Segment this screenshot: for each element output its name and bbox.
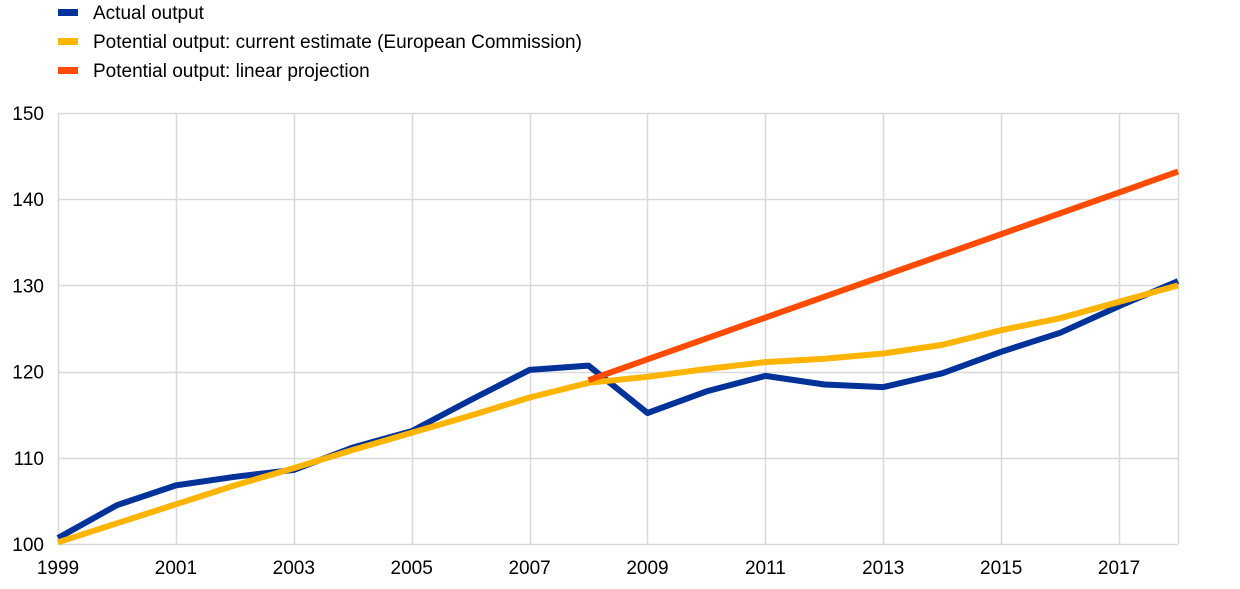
y-axis-tick-labels: 100 110 120 130 140 150 (12, 104, 44, 556)
series-line-potential-output-linear-projection (587, 168, 1180, 384)
y-tick-label-140: 140 (12, 190, 44, 211)
x-axis-tick-labels: 1999 2001 2003 2005 2007 2009 2011 2013 2015 2017 (37, 558, 1140, 579)
x-tick-label-2005: 2005 (391, 558, 433, 579)
x-tick-label-2007: 2007 (508, 558, 550, 579)
legend-swatch-actual-output (58, 9, 78, 16)
x-tick-label-2001: 2001 (155, 558, 197, 579)
horizontal-gridlines (58, 112, 1178, 546)
y-tick-label-130: 130 (12, 276, 44, 297)
x-tick-label-2003: 2003 (273, 558, 315, 579)
legend-swatch-potential-output-current-estimate (58, 38, 78, 45)
y-tick-label-150: 150 (12, 104, 44, 125)
y-tick-label-120: 120 (12, 363, 44, 384)
x-tick-label-1999: 1999 (37, 558, 79, 579)
vertical-gridlines (57, 113, 1180, 544)
legend-label-actual-output: Actual output (93, 3, 204, 24)
legend-swatch-potential-output-linear-projection (58, 67, 78, 74)
x-tick-label-2013: 2013 (862, 558, 904, 579)
legend-label-potential-output-linear-projection: Potential output: linear projection (93, 61, 370, 82)
series-line-potential-output-current-estimate-european-commission (57, 282, 1179, 546)
x-tick-label-2015: 2015 (980, 558, 1022, 579)
legend-label-potential-output-current-estimate: Potential output: current estimate (Euro… (93, 32, 582, 53)
series-line-actual-output (56, 278, 1180, 541)
x-tick-label-2009: 2009 (626, 558, 668, 579)
x-tick-label-2017: 2017 (1098, 558, 1140, 579)
y-tick-label-110: 110 (14, 449, 44, 470)
x-tick-label-2011: 2011 (745, 558, 786, 579)
y-tick-label-100: 100 (12, 535, 44, 556)
series-layer (56, 168, 1180, 546)
